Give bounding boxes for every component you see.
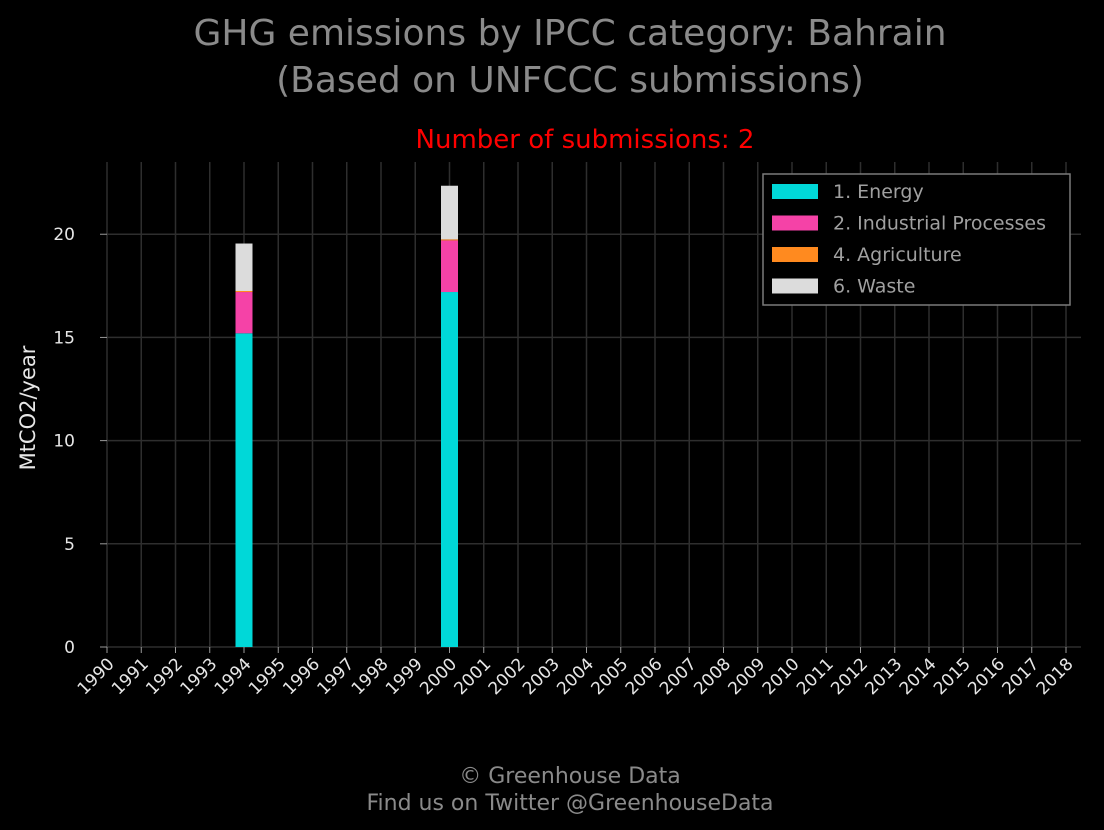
legend-label-3: 4. Agriculture bbox=[833, 244, 962, 266]
legend-label-2: 2. Industrial Processes bbox=[833, 213, 1046, 235]
x-tick-label-2002: 2002 bbox=[485, 654, 530, 699]
bar-1994-series-4 bbox=[235, 243, 253, 291]
x-tick-label-1997: 1997 bbox=[314, 654, 359, 699]
legend: 1. Energy 2. Industrial Processes 4. Agric… bbox=[762, 173, 1071, 306]
legend-swatch-1 bbox=[772, 184, 818, 199]
axes bbox=[100, 233, 1067, 653]
footer-twitter: Find us on Twitter @GreenhouseData bbox=[366, 791, 773, 816]
x-tick-label-2014: 2014 bbox=[896, 654, 941, 699]
x-tick-label-2010: 2010 bbox=[759, 654, 804, 699]
bar-2000-series-3 bbox=[441, 239, 458, 241]
bar-1994-series-2 bbox=[235, 292, 253, 334]
grid-lines bbox=[106, 162, 1081, 648]
x-tick-label-2016: 2016 bbox=[964, 654, 1009, 699]
x-tick-label-2006: 2006 bbox=[622, 654, 667, 699]
x-tick-label-2000: 2000 bbox=[416, 654, 461, 699]
x-tick-label-2012: 2012 bbox=[827, 654, 872, 699]
x-tick-label-2017: 2017 bbox=[999, 654, 1044, 699]
bar-1994-series-1 bbox=[235, 333, 253, 647]
x-tick-label-1995: 1995 bbox=[245, 654, 290, 699]
legend-label-1: 1. Energy bbox=[833, 181, 924, 203]
legend-swatch-4 bbox=[772, 278, 818, 294]
x-tick-label-1994: 1994 bbox=[211, 654, 256, 699]
bar-1994-series-3 bbox=[235, 290, 253, 293]
chart-title-line1: GHG emissions by IPCC category: Bahrain bbox=[193, 13, 946, 54]
x-tick-label-2013: 2013 bbox=[862, 654, 907, 699]
x-tick-label-2011: 2011 bbox=[793, 654, 838, 699]
footer-copyright: © Greenhouse Data bbox=[459, 764, 680, 789]
y-tick-label-0: 0 bbox=[64, 638, 75, 658]
bar-2000-series-1 bbox=[441, 292, 458, 647]
bars bbox=[235, 185, 458, 647]
y-tick-label-20: 20 bbox=[53, 225, 75, 245]
x-tick-label-2008: 2008 bbox=[690, 654, 735, 699]
x-tick-label-2003: 2003 bbox=[519, 654, 564, 699]
bar-2000-series-2 bbox=[441, 240, 458, 293]
legend-swatch-2 bbox=[772, 215, 818, 231]
x-tick-label-2018: 2018 bbox=[1033, 654, 1078, 699]
x-tick-label-1991: 1991 bbox=[108, 654, 153, 699]
y-axis-label: MtCO2/year bbox=[16, 345, 40, 470]
x-tick-label-1999: 1999 bbox=[382, 654, 427, 699]
legend-swatch-3 bbox=[772, 247, 818, 262]
x-tick-label-1993: 1993 bbox=[177, 654, 222, 699]
x-tick-label-2009: 2009 bbox=[725, 654, 770, 699]
y-tick-label-5: 5 bbox=[64, 535, 75, 555]
x-tick-label-1992: 1992 bbox=[142, 654, 187, 699]
chart-title-line2: (Based on UNFCCC submissions) bbox=[276, 60, 864, 101]
x-tick-label-1996: 1996 bbox=[279, 654, 324, 699]
x-tick-label-2004: 2004 bbox=[553, 654, 598, 699]
x-tick-label-1990: 1990 bbox=[74, 654, 119, 699]
legend-label-4: 6. Waste bbox=[833, 276, 915, 298]
x-tick-label-2005: 2005 bbox=[588, 654, 633, 699]
x-tick-label-2015: 2015 bbox=[930, 654, 975, 699]
chart-subtitle: Number of submissions: 2 bbox=[416, 125, 755, 155]
x-tick-label-2007: 2007 bbox=[656, 654, 701, 699]
x-tick-label-2001: 2001 bbox=[451, 654, 496, 699]
y-tick-label-15: 15 bbox=[53, 328, 75, 348]
bar-2000-series-4 bbox=[441, 185, 458, 240]
y-tick-label-10: 10 bbox=[53, 432, 75, 452]
x-tick-label-1998: 1998 bbox=[348, 654, 393, 699]
